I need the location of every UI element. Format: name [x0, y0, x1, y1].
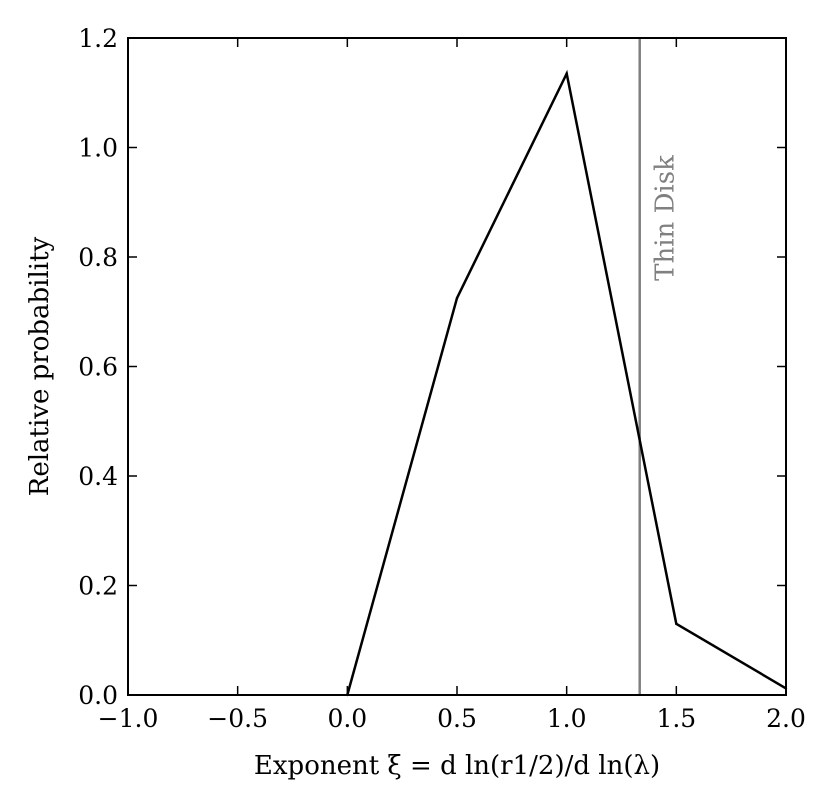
- data-point: [565, 72, 568, 75]
- y-tick-label: 1.2: [78, 24, 118, 53]
- data-point: [455, 296, 459, 300]
- x-tick-label: 1.0: [547, 704, 587, 733]
- x-tick-label: 0.0: [327, 704, 367, 733]
- y-tick-label: 0.4: [78, 462, 118, 491]
- plot-frame: [127, 37, 787, 696]
- x-tick-label: −0.5: [207, 704, 268, 733]
- series-line: [346, 69, 787, 696]
- y-axis-label: Relative probability: [25, 236, 55, 496]
- y-tick-label: 0.6: [78, 353, 118, 382]
- data-point: [675, 622, 678, 626]
- y-tick-label: 0.2: [78, 572, 118, 601]
- x-tick-label: 1.5: [656, 704, 696, 733]
- x-tick-label: −1.0: [98, 704, 159, 733]
- x-axis-label: Exponent ξ = d ln(r1/2)/d ln(λ): [254, 751, 660, 781]
- thin-disk-label: Thin Disk: [651, 155, 681, 281]
- series-group: [346, 69, 788, 697]
- y-tick-label: 0.0: [78, 681, 118, 710]
- annotations-group: Thin Disk: [638, 38, 681, 695]
- y-tick-label: 1.0: [78, 134, 118, 163]
- x-tick-label: 2.0: [766, 704, 806, 733]
- ticks-group: [127, 37, 787, 696]
- tick-labels-group: −1.0 −0.5 0.0 0.5 1.0 1.5 2.0 0.0 0.2 0.4 0.6 0.8 1.…: [78, 24, 806, 733]
- x-tick-label: 0.5: [437, 704, 477, 733]
- y-tick-label: 0.8: [78, 243, 118, 272]
